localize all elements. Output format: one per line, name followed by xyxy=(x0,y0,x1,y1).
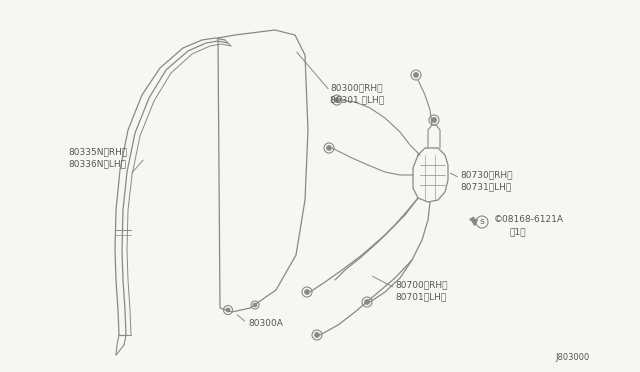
Text: （1）: （1） xyxy=(510,228,527,237)
Text: 80300〈RH〉: 80300〈RH〉 xyxy=(330,83,383,93)
Text: S: S xyxy=(479,219,484,225)
Circle shape xyxy=(413,73,419,77)
Text: 80300A: 80300A xyxy=(248,318,283,327)
Circle shape xyxy=(335,97,339,103)
Circle shape xyxy=(314,333,319,337)
Text: 80335N〈RH〉: 80335N〈RH〉 xyxy=(68,148,127,157)
Circle shape xyxy=(326,145,332,151)
Text: J803000: J803000 xyxy=(555,353,589,362)
Circle shape xyxy=(431,118,436,122)
Circle shape xyxy=(365,299,369,305)
Text: 80731〈LH〉: 80731〈LH〉 xyxy=(460,183,511,192)
Text: 80301 〈LH〉: 80301 〈LH〉 xyxy=(330,96,384,105)
Text: 80701〈LH〉: 80701〈LH〉 xyxy=(395,292,446,301)
Text: 80730〈RH〉: 80730〈RH〉 xyxy=(460,170,513,180)
Circle shape xyxy=(253,303,257,307)
Circle shape xyxy=(226,308,230,312)
Text: ©08168-6121A: ©08168-6121A xyxy=(494,215,564,224)
Text: 80700〈RH〉: 80700〈RH〉 xyxy=(395,280,447,289)
Text: 80336N〈LH〉: 80336N〈LH〉 xyxy=(68,160,126,169)
Circle shape xyxy=(305,289,310,295)
